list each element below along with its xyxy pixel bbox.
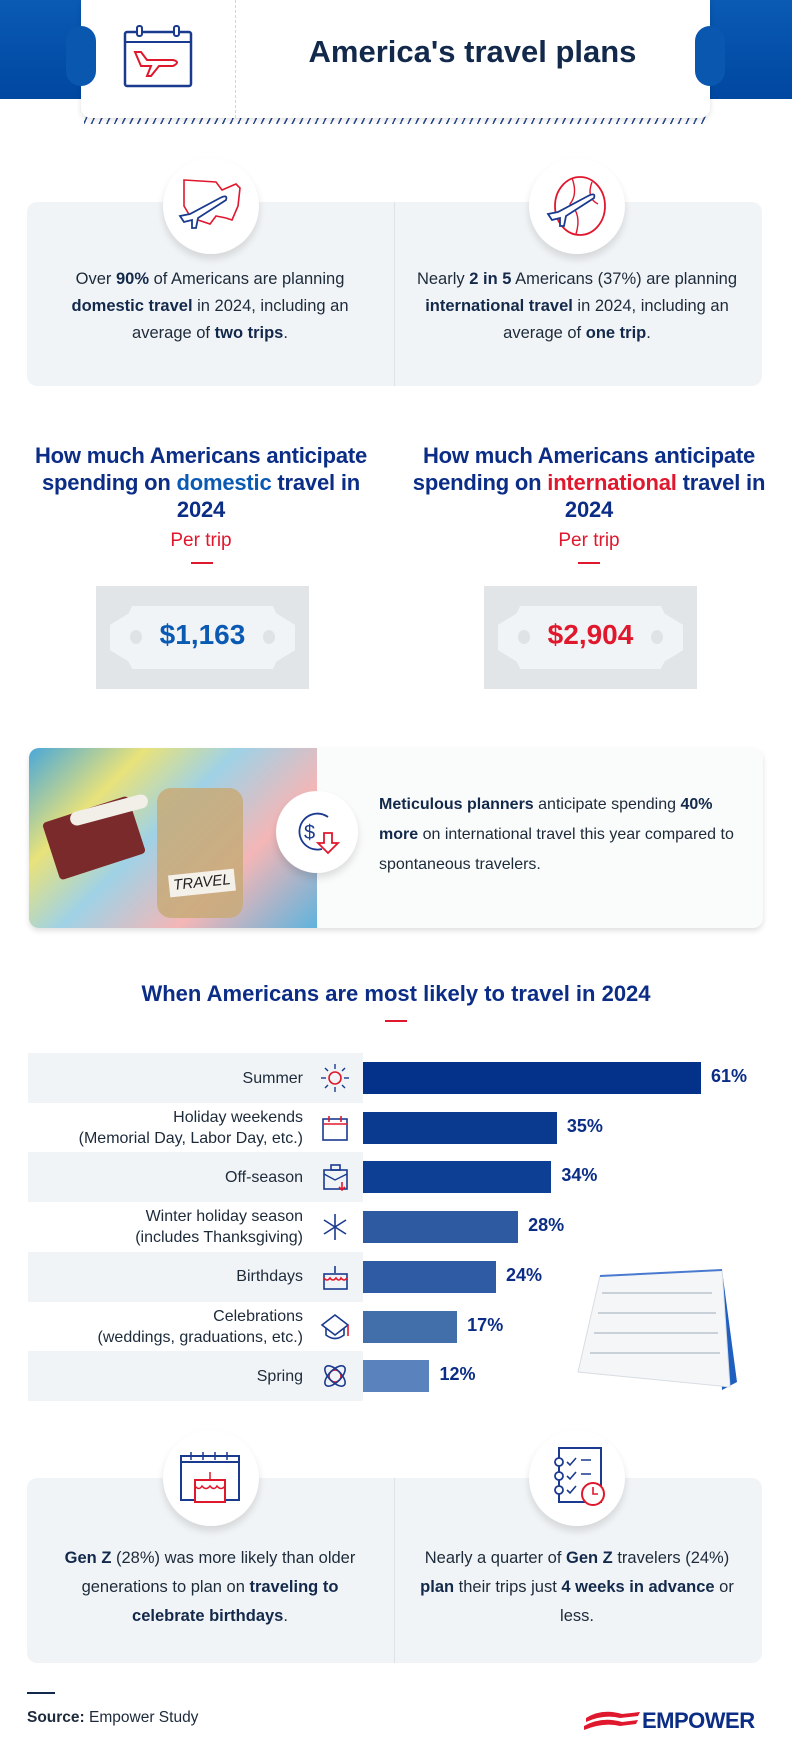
- header-ticket: [81, 0, 710, 118]
- bar: [363, 1310, 458, 1343]
- checklist-clock-icon: [529, 1430, 625, 1526]
- graduation-cap-icon: [320, 1313, 350, 1339]
- international-stat-text: Nearly 2 in 5 Americans (37%) are planni…: [416, 270, 738, 342]
- source-note: Source: Empower Study: [27, 1709, 199, 1726]
- category-label: Summer: [242, 1069, 303, 1087]
- category-label: Spring: [256, 1367, 303, 1385]
- domestic-spending-bill: $1,163: [96, 586, 309, 689]
- value-label: 24%: [505, 1264, 542, 1285]
- domestic-stat-text: Over 90% of Americans are planning domes…: [71, 270, 349, 342]
- red-dash: [578, 562, 600, 564]
- value-label: 17%: [467, 1314, 504, 1335]
- chart-title: When Americans are most likely to travel…: [141, 981, 651, 1006]
- domestic-spending-value: $1,163: [159, 619, 246, 650]
- svg-text:$: $: [304, 822, 315, 844]
- international-spending-bill: $2,904: [484, 586, 697, 689]
- empower-logo: EMPOWER: [582, 1706, 764, 1734]
- bar: [363, 1111, 557, 1144]
- page-title: America's travel plans: [308, 34, 637, 69]
- calendar-airplane-icon: [123, 25, 193, 88]
- planners-card: TRAVEL Meticulous planners anticipate sp…: [29, 748, 763, 928]
- desk-calendar-image: [577, 1269, 737, 1390]
- international-spending-value: $2,904: [547, 619, 634, 650]
- planners-text: Meticulous planners anticipate spending …: [379, 796, 734, 873]
- sun-icon: [321, 1064, 349, 1092]
- travel-jar-photo: TRAVEL: [29, 748, 317, 928]
- domestic-per-trip-label: Per trip: [170, 530, 232, 551]
- briefcase-icon: [323, 1164, 348, 1192]
- bar: [363, 1211, 519, 1244]
- flower-icon: [324, 1365, 346, 1388]
- value-label: 28%: [528, 1215, 565, 1236]
- red-dash: [385, 1020, 407, 1022]
- value-label: 61%: [710, 1066, 747, 1086]
- usa-map-airplane-icon: [163, 158, 259, 254]
- value-label: 34%: [561, 1165, 598, 1186]
- category-label: Birthdays: [236, 1268, 303, 1286]
- gen-z-planning-text: Nearly a quarter of Gen Z travelers (24%…: [420, 1549, 734, 1625]
- source-dash: [27, 1692, 55, 1694]
- ticket-notch-right: [695, 26, 725, 86]
- value-label: 35%: [566, 1115, 603, 1136]
- birthday-calendar-icon: [163, 1430, 259, 1526]
- international-per-trip-label: Per trip: [558, 530, 620, 551]
- bar: [363, 1062, 701, 1094]
- category-label: Celebrations (weddings, graduations, etc…: [97, 1307, 303, 1346]
- value-label: 12%: [439, 1364, 476, 1385]
- ticket-notch-left: [66, 26, 96, 86]
- row-band: [28, 1152, 363, 1203]
- travel-stats-panel: Over 90% of Americans are planning domes…: [27, 202, 762, 386]
- domestic-spending-heading: How much Americans anticipate spending o…: [34, 443, 368, 522]
- globe-airplane-icon: [529, 158, 625, 254]
- snowflake-icon: [323, 1214, 347, 1241]
- dollar-down-arrow-icon: $: [276, 791, 358, 873]
- panel-divider: [394, 1478, 395, 1663]
- bar: [363, 1260, 496, 1293]
- bar: [363, 1360, 430, 1393]
- panel-divider: [394, 202, 395, 386]
- red-dash: [191, 562, 213, 564]
- gen-z-panel: Gen Z (28%) was more likely than older g…: [27, 1478, 762, 1663]
- calendar-icon: [322, 1115, 348, 1141]
- row-band: [28, 1351, 363, 1402]
- cake-icon: [323, 1265, 348, 1290]
- row-band: [28, 1053, 363, 1103]
- gen-z-birthdays-text: Gen Z (28%) was more likely than older g…: [64, 1549, 356, 1625]
- category-label: Winter holiday season (includes Thanksgi…: [135, 1208, 303, 1247]
- bar: [363, 1161, 552, 1194]
- category-label: Off-season: [225, 1168, 303, 1186]
- category-label: Holiday weekends (Memorial Day, Labor Da…: [78, 1108, 303, 1147]
- row-band: [28, 1251, 363, 1302]
- international-spending-heading: How much Americans anticipate spending o…: [412, 443, 766, 522]
